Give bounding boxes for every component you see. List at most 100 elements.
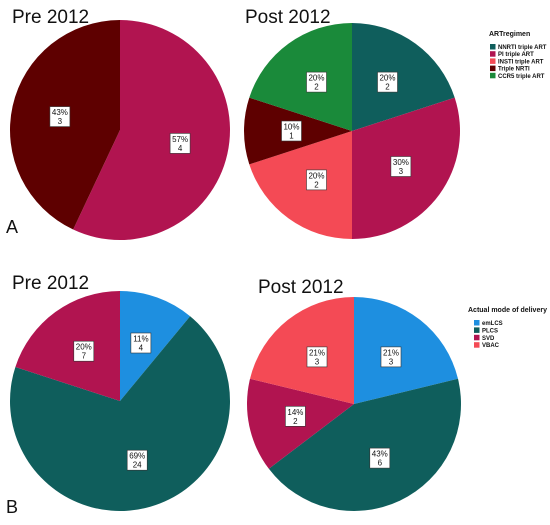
legend-label: Triple NRTI (498, 67, 530, 73)
data-label-triple-nrti: 10%1 (281, 120, 302, 142)
data-label-count: 3 (58, 117, 63, 126)
legend-item-pi-triple-art: PI triple ART (490, 51, 534, 58)
data-label-percent: 30% (393, 158, 409, 167)
data-label-count: 2 (314, 180, 319, 189)
chart-title-b-pre: Pre 2012 (12, 273, 89, 294)
pie-chart-b-post-2012: 21%343%614%221%3 (247, 297, 461, 512)
legend-swatch (490, 51, 496, 57)
legend-label: emLCS (482, 321, 503, 327)
legend-label: INSTI triple ART (498, 59, 544, 65)
data-label-vbac: 21%3 (306, 346, 328, 368)
data-label-box (285, 405, 306, 427)
chart-title-a-post: Post 2012 (245, 7, 331, 28)
legend-item-vbac: VBAC (474, 342, 500, 349)
panel-a: 57%443%3 20%230%320%210%120%2 Pre 2012 P… (6, 7, 547, 240)
pie-slice-ccr5-triple-art (249, 23, 352, 131)
data-label-box (306, 71, 327, 93)
legend-title: ARTregimen (489, 31, 530, 38)
pie-chart-b-pre-2012: 11%4 69%24 20%7 (9, 291, 230, 511)
data-label-count: 3 (389, 357, 394, 366)
legend-swatch (490, 65, 496, 72)
legend-item-svd: SVD (474, 334, 495, 342)
data-label-box (73, 340, 95, 362)
data-label-box (306, 346, 328, 368)
legend-swatch (474, 327, 480, 333)
legend-item-emlcs: emLCS (474, 320, 503, 327)
chart-title-b-post: Post 2012 (258, 277, 344, 298)
data-label-percent: 20% (308, 74, 324, 83)
data-label-triple-nrti: 43%3 (49, 106, 71, 127)
data-label-count: 2 (293, 417, 298, 426)
legend-swatch (474, 342, 480, 348)
data-label-pi-triple-art: 57%4 (169, 133, 191, 154)
pie-chart-a-post-2012: 20%230%320%210%120%2 (244, 23, 460, 239)
data-label-count: 3 (399, 167, 404, 176)
legend-swatch (474, 320, 480, 326)
data-label-percent: 11% (133, 335, 148, 344)
data-label-count: 4 (139, 344, 144, 353)
pie-slice-pi-triple-art (73, 20, 230, 240)
data-label-pi-triple-art: 30%3 (390, 156, 412, 177)
legend-label: VBAC (482, 343, 500, 349)
data-label-percent: 57% (172, 135, 188, 144)
data-label-box (281, 120, 302, 142)
pie-slice-plcs (268, 378, 461, 512)
pie-slice-svd (15, 291, 121, 401)
data-label-count: 4 (178, 144, 183, 153)
legend-title: Actual mode of delivery (468, 307, 547, 314)
data-label-count: 6 (378, 459, 383, 468)
legend-label: PLCS (482, 328, 498, 334)
legend-label: PI triple ART (498, 52, 534, 58)
data-label-count: 2 (385, 83, 390, 92)
pie-slice-emlcs (354, 297, 458, 404)
legend-swatch (474, 334, 480, 341)
data-label-box (369, 447, 391, 469)
legend-label: NNRTI triple ART (498, 45, 547, 51)
data-label-percent: 21% (309, 348, 325, 357)
data-label-svd: 20%7 (73, 340, 95, 362)
data-label-emlcs: 21%3 (380, 346, 402, 368)
data-label-box (49, 106, 71, 127)
data-label-ccr5-triple-art: 20%2 (306, 71, 327, 93)
data-label-percent: 43% (52, 108, 68, 117)
pie-slice-nnrti-triple-art (352, 23, 455, 131)
data-label-percent: 21% (383, 348, 399, 357)
panel-label-b: B (6, 497, 18, 517)
legend-swatch (490, 44, 496, 50)
data-label-box (306, 169, 327, 191)
legend-swatch (490, 72, 496, 79)
data-label-count: 1 (289, 132, 294, 141)
pie-slice-plcs (9, 316, 230, 511)
legend-label: CCR5 triple ART (498, 74, 545, 80)
legend-item-plcs: PLCS (474, 327, 498, 334)
data-label-count: 3 (315, 357, 320, 366)
data-label-svd: 14%2 (285, 405, 306, 427)
data-label-percent: 20% (76, 343, 92, 352)
pie-chart-a-pre-2012: 57%4 43%3 (9, 20, 230, 240)
data-label-plcs: 43%6 (369, 447, 391, 469)
data-label-box (390, 156, 412, 177)
data-label-box (380, 346, 402, 368)
data-label-plcs: 69%24 (126, 449, 148, 471)
data-label-percent: 43% (372, 450, 388, 459)
data-label-percent: 10% (283, 123, 299, 132)
pie-slice-vbac (250, 297, 354, 404)
chart-title-a-pre: Pre 2012 (12, 7, 89, 28)
legend-item-insti-triple-art: INSTI triple ART (490, 58, 544, 65)
pie-slice-insti-triple-art (249, 131, 352, 239)
legend-label: SVD (482, 336, 495, 342)
legend-item-nnrti-triple-art: NNRTI triple ART (490, 44, 547, 51)
data-label-insti-triple-art: 20%2 (306, 169, 327, 191)
data-label-box (169, 133, 191, 154)
legend-item-ccr5-triple-art: CCR5 triple ART (490, 72, 545, 80)
data-label-box (126, 449, 148, 471)
pie-slice-emlcs (120, 291, 191, 401)
data-label-percent: 20% (308, 171, 324, 180)
data-label-box (377, 71, 398, 93)
data-label-percent: 20% (379, 74, 395, 83)
